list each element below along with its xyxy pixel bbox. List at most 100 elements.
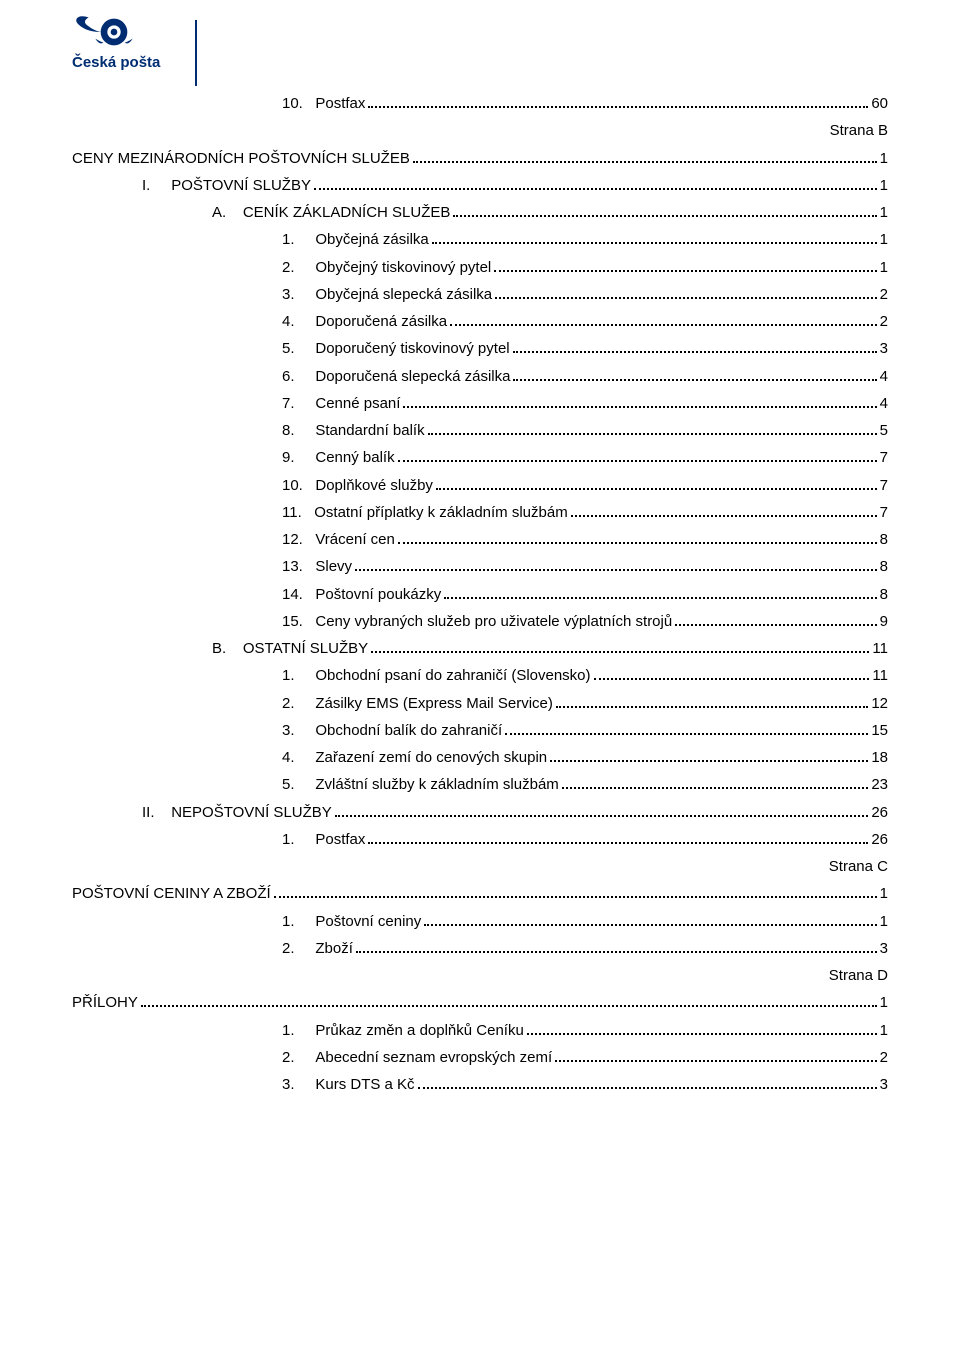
toc-leader	[413, 152, 877, 163]
toc-page: 8	[880, 528, 888, 551]
toc-label: Cenné psaní	[315, 392, 400, 415]
toc-entry: 2. Zásilky EMS (Express Mail Service)12	[72, 692, 888, 715]
toc-label: Zařazení zemí do cenových skupin	[315, 746, 547, 769]
toc-leader	[594, 669, 870, 680]
toc-num: 6.	[282, 365, 315, 388]
toc-page: 1	[880, 201, 888, 224]
toc-entry: 2. Abecední seznam evropských zemí 2	[72, 1046, 888, 1069]
toc-entry: 13. Slevy8	[72, 555, 888, 578]
toc-leader	[450, 315, 877, 326]
toc-page: 9	[880, 610, 888, 633]
toc-page: 3	[880, 937, 888, 960]
toc-entry: 10. Doplňkové služby7	[72, 474, 888, 497]
toc-num: 1.	[282, 910, 315, 933]
toc-leader	[556, 697, 868, 708]
toc-num: 7.	[282, 392, 315, 415]
toc-entry: 10. Postfax 60	[72, 92, 888, 115]
post-horn-icon	[72, 12, 140, 48]
toc-leader	[432, 233, 877, 244]
toc-leader	[368, 97, 868, 108]
toc-entry: PŘÍLOHY 1	[72, 991, 888, 1014]
toc-page: 1	[880, 228, 888, 251]
toc-label: OSTATNÍ SLUŽBY	[243, 637, 368, 660]
toc-leader	[368, 833, 868, 844]
toc-num: 3.	[282, 719, 315, 742]
toc-num: 1.	[282, 828, 315, 851]
toc-entry: 5. Doporučený tiskovinový pytel3	[72, 337, 888, 360]
toc-entry: 8. Standardní balík5	[72, 419, 888, 442]
toc-num: 15.	[282, 610, 315, 633]
toc-num: 2.	[282, 692, 315, 715]
toc-num: 1.	[282, 1019, 315, 1042]
toc-label: Doporučená zásilka	[315, 310, 447, 333]
toc-num: 10.	[282, 474, 315, 497]
toc-page: 11	[872, 664, 888, 687]
toc-label: Cenný balík	[315, 446, 394, 469]
toc-page: 60	[871, 92, 888, 115]
toc-entry: 12. Vrácení cen8	[72, 528, 888, 551]
toc-entry: B. OSTATNÍ SLUŽBY 11	[72, 637, 888, 660]
toc-label: Doporučený tiskovinový pytel	[315, 337, 509, 360]
toc-label: Průkaz změn a doplňků Ceníku	[315, 1019, 523, 1042]
toc-page: 5	[880, 419, 888, 442]
toc-page: 2	[880, 310, 888, 333]
toc-label: Obchodní psaní do zahraničí (Slovensko)	[315, 664, 590, 687]
toc-page: 12	[871, 692, 888, 715]
logo-block: Česká pošta	[72, 12, 888, 88]
toc-entry: 7. Cenné psaní4	[72, 392, 888, 415]
toc-num: 1.	[282, 228, 315, 251]
toc-leader	[436, 479, 877, 490]
toc-label: Postfax	[315, 92, 365, 115]
toc-label: CENY MEZINÁRODNÍCH POŠTOVNÍCH SLUŽEB	[72, 147, 410, 170]
section-marker: Strana C	[72, 855, 888, 878]
toc-num: 2.	[282, 1046, 315, 1069]
toc-page: 23	[871, 773, 888, 796]
toc-num: 9.	[282, 446, 315, 469]
toc-leader	[513, 370, 876, 381]
toc-page: 1	[880, 147, 888, 170]
toc-leader	[453, 206, 876, 217]
toc-label: CENÍK ZÁKLADNÍCH SLUŽEB	[243, 201, 451, 224]
toc-num: 3.	[282, 283, 315, 306]
toc-entry: 1. Obyčejná zásilka1	[72, 228, 888, 251]
toc-label: Abecední seznam evropských zemí	[315, 1046, 552, 1069]
toc-page: 26	[871, 828, 888, 851]
toc-label: Standardní balík	[315, 419, 424, 442]
toc-leader	[505, 724, 868, 735]
toc-num: 4.	[282, 746, 315, 769]
toc-entry: 3. Obchodní balík do zahraničí15	[72, 719, 888, 742]
toc-page: 1	[880, 1019, 888, 1042]
toc-num: 4.	[282, 310, 315, 333]
toc-entry: 6. Doporučená slepecká zásilka4	[72, 365, 888, 388]
toc-num: 2.	[282, 256, 315, 279]
toc-entry: 4. Doporučená zásilka 2	[72, 310, 888, 333]
logo-divider	[195, 20, 197, 86]
toc-leader	[494, 261, 876, 272]
toc-leader	[335, 806, 869, 817]
toc-num: 3.	[282, 1073, 315, 1096]
toc-leader	[141, 996, 877, 1007]
toc-num: 10.	[282, 92, 315, 115]
toc-leader	[424, 915, 876, 926]
toc-num: 2.	[282, 937, 315, 960]
toc-leader	[398, 533, 877, 544]
toc-leader	[555, 1051, 877, 1062]
toc-leader	[356, 942, 877, 953]
toc-label: Obchodní balík do zahraničí	[315, 719, 502, 742]
toc-leader	[550, 751, 868, 762]
toc-page: 26	[871, 801, 888, 824]
toc-page: 1	[880, 910, 888, 933]
toc-entry: POŠTOVNÍ CENINY A ZBOŽÍ 1	[72, 882, 888, 905]
toc-entry: I. POŠTOVNÍ SLUŽBY 1	[72, 174, 888, 197]
toc-page: 1	[880, 256, 888, 279]
section-marker: Strana B	[72, 119, 888, 142]
toc-label: Doplňkové služby	[315, 474, 433, 497]
toc-entry: 9. Cenný balík7	[72, 446, 888, 469]
toc-leader	[675, 615, 876, 626]
toc-entry: 3. Obyčejná slepecká zásilka2	[72, 283, 888, 306]
toc-page: 3	[880, 337, 888, 360]
toc-page: 2	[880, 1046, 888, 1069]
toc-label: Zboží	[315, 937, 353, 960]
toc-label: POŠTOVNÍ SLUŽBY	[171, 174, 311, 197]
toc-entry: 1. Postfax26	[72, 828, 888, 851]
